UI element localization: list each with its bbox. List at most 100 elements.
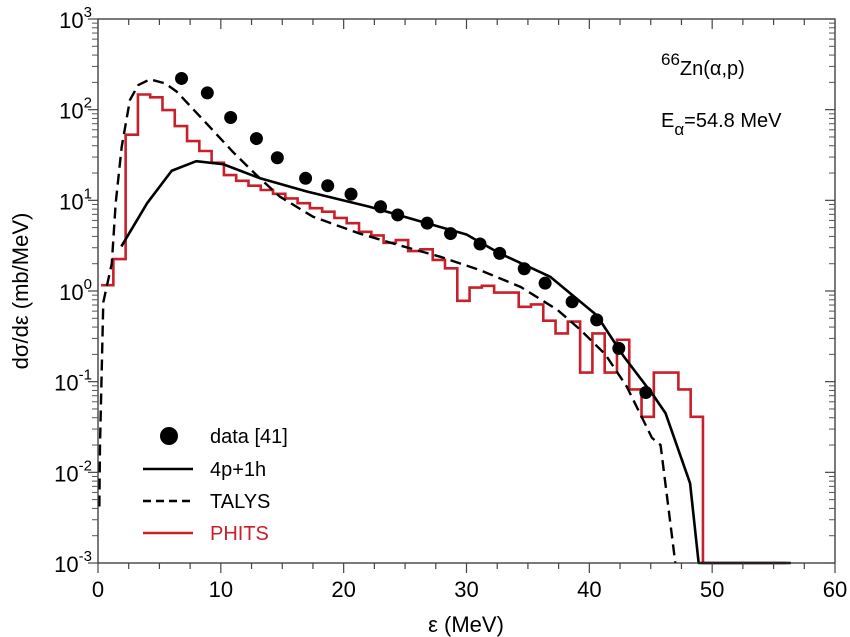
y-axis-label: dσ/dε (mb/MeV) (8, 213, 33, 370)
phits-bin (126, 134, 138, 136)
y-tick-base: 10 (59, 8, 83, 33)
legend-marker-dot (160, 427, 178, 445)
phits-bin (175, 125, 187, 127)
legend-label-talys: TALYS (210, 491, 270, 513)
phits-histogram (101, 93, 786, 565)
plot-border (97, 18, 836, 564)
x-tick-label: 10 (209, 577, 233, 602)
phits-bin (371, 234, 383, 236)
y-tick-label: 101 (59, 185, 92, 214)
data-point (538, 276, 552, 290)
series-talys (98, 78, 677, 564)
reaction-label: 66Zn(α,p) (661, 50, 745, 80)
phits-bin (334, 217, 346, 219)
data-point (344, 187, 358, 201)
legend-item-talys: TALYS (143, 491, 270, 513)
y-tick-base: 10 (59, 99, 83, 124)
phits-bin (359, 231, 371, 233)
y-tick-base: 10 (59, 280, 83, 305)
x-axis-label: ε (MeV) (428, 612, 504, 637)
phits-bin (519, 306, 531, 308)
phits-bin (678, 388, 690, 390)
legend: data [41] 4p+1h TALYS PHITS (143, 426, 288, 545)
phits-bin (236, 180, 248, 182)
phits-bin (482, 285, 494, 287)
data-point (391, 208, 405, 222)
phits-bin (568, 321, 580, 323)
phits-bin (187, 140, 199, 142)
reaction-mass-number: 66 (661, 50, 680, 69)
legend-item-4p1h: 4p+1h (143, 459, 266, 481)
y-tick-label: 10-1 (54, 367, 92, 396)
y-tick-base: 10 (54, 461, 78, 486)
y-tick-exponent: 1 (84, 185, 92, 202)
data-point (175, 71, 189, 85)
phits-bin (543, 320, 555, 322)
y-tick-label: 10-3 (54, 548, 92, 577)
phits-bin (199, 150, 211, 152)
y-tick-exponent: 0 (84, 276, 92, 293)
phits-bin (150, 96, 162, 98)
energy-symbol: E (661, 110, 674, 132)
data-point (420, 216, 434, 230)
legend-item-phits: PHITS (143, 523, 269, 545)
data-point (473, 237, 487, 251)
phits-bin (248, 185, 260, 187)
x-tick-label: 40 (577, 577, 601, 602)
data-point (270, 151, 284, 165)
reaction-name: Zn(α,p) (680, 58, 745, 80)
phits-bin (605, 372, 617, 374)
x-tick-label: 0 (92, 577, 104, 602)
phits-bin (285, 197, 297, 199)
x-tick-label: 20 (331, 577, 355, 602)
phits-bin (162, 109, 174, 111)
phits-bin (629, 388, 641, 390)
phits-bin (396, 239, 408, 241)
phits-bin (310, 207, 322, 209)
data-point (493, 246, 507, 260)
legend-label-4p1h: 4p+1h (210, 459, 266, 481)
phits-bin (138, 93, 150, 95)
y-tick-base: 10 (54, 552, 78, 577)
phits-bin (445, 267, 457, 269)
y-tick-exponent: -3 (79, 548, 92, 565)
phits-bin (224, 174, 236, 176)
phits-bin (556, 332, 568, 334)
plot-frame (97, 18, 836, 564)
phits-bin (654, 372, 666, 374)
data-point (565, 295, 579, 309)
talys-curve (98, 78, 677, 564)
data-point (517, 262, 531, 276)
reaction-annotation: 66Zn(α,p) Eα=54.8 MeV (661, 50, 782, 139)
data-point (639, 385, 653, 399)
data-point (249, 132, 263, 146)
x-axis: 0 10 20 30 40 50 60 (92, 19, 847, 602)
y-tick-exponent: -1 (79, 367, 92, 384)
data-point (444, 227, 458, 241)
energy-value: =54.8 MeV (684, 110, 782, 132)
phits-bin (322, 211, 334, 213)
series-data (175, 71, 653, 399)
phits-bin (494, 292, 506, 294)
y-tick-label: 102 (59, 95, 92, 124)
phits-bin (470, 287, 482, 289)
phits-bin (580, 372, 592, 374)
legend-label-data: data [41] (210, 426, 288, 448)
x-tick-label: 60 (823, 577, 847, 602)
phits-bin (617, 339, 629, 341)
y-tick-exponent: 2 (84, 95, 92, 112)
phits-bin (506, 292, 518, 294)
y-tick-exponent: 3 (84, 4, 92, 21)
data-point (321, 179, 335, 193)
y-tick-label: 103 (59, 4, 92, 33)
data-point (590, 313, 604, 327)
data-point (224, 110, 238, 124)
y-tick-exponent: -2 (79, 457, 92, 474)
y-tick-label: 100 (59, 276, 92, 305)
phits-bin (433, 259, 445, 261)
y-tick-base: 10 (54, 371, 78, 396)
legend-label-phits: PHITS (210, 523, 269, 545)
phits-bin (298, 202, 310, 204)
